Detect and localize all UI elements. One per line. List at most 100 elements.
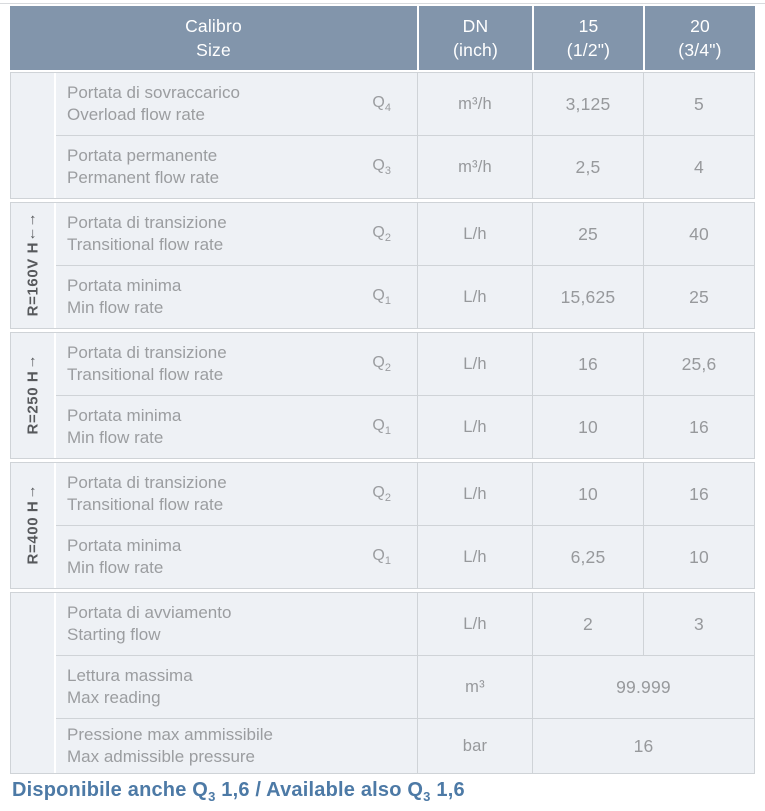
parameter-cell: Portata di transizione Transitional flow … [56,333,417,395]
parameter-cell: Portata permanente Permanent flow rate Q3 [56,136,417,198]
q-symbol: Q3 [372,156,391,178]
footnote-subscript: 3 [423,789,431,804]
q-symbol-subscript: 2 [384,492,391,505]
footnote-text: 1,6 [430,779,465,801]
section-ratio-label: R=400 H ↑ [24,483,41,564]
table-row: Pressione max ammissibile Max admissible … [56,718,754,773]
section-rows: Portata di sovraccarico Overload flow rat… [56,73,754,198]
table-section: R=160V H ↓ ↑ Portata di transizione Transiti… [10,202,755,329]
parameter-label-it: Portata di transizione [67,342,227,362]
table-row: Portata di sovraccarico Overload flow rat… [56,73,754,135]
parameter-label-it: Portata permanente [67,145,218,165]
parameter-label-it: Portata di transizione [67,472,227,492]
value-dn20-cell: 3 [643,593,754,655]
value-dn15-cell: 2 [532,593,643,655]
header-20-line1: 20 [690,15,710,36]
unit-cell: L/h [417,396,532,458]
parameter-label-en: Starting flow [67,625,161,644]
table-row: Portata di transizione Transitional flow … [56,333,754,395]
flow-rate-spec-table: Calibro Size DN (inch) 15 (1/2") 20 (3/4… [10,6,755,774]
header-15-line1: 15 [578,15,599,36]
parameter-labels: Portata di sovraccarico Overload flow rat… [67,82,240,126]
ratio-label-cell: R=160V H ↓ ↑ [11,203,56,328]
parameter-cell: Portata di transizione Transitional flow … [56,463,417,525]
parameter-labels: Portata minima Min flow rate [67,405,181,449]
header-dn-line1: DN [462,15,489,36]
ratio-label-text: R=250 H [24,370,41,434]
flow-direction-arrow-icon: ↑ [28,210,37,228]
table-header-row: Calibro Size DN (inch) 15 (1/2") 20 (3/4… [10,6,755,70]
parameter-label-it: Portata minima [67,405,182,425]
header-dn-line2: (inch) [453,40,498,60]
value-dn20-cell: 25 [643,266,754,328]
table-row: Portata minima Min flow rate Q1 L/h 6,25 10 [56,525,754,588]
unit-cell: bar [417,719,532,773]
q-symbol-subscript: 1 [384,555,391,568]
parameter-label-en: Transitional flow rate [67,365,224,384]
value-dn15-cell: 16 [532,333,643,395]
ratio-label-cell: R=250 H ↑ [11,333,56,458]
parameter-labels: Portata permanente Permanent flow rate [67,145,219,189]
parameter-cell: Pressione max ammissibile Max admissible … [56,719,417,773]
value-dn15-cell: 2,5 [532,136,643,198]
q-symbol: Q1 [372,416,391,438]
parameter-cell: Portata minima Min flow rate Q1 [56,526,417,588]
value-dn20-cell: 5 [643,73,754,135]
table-section: Portata di avviamento Starting flow L/h 2 3 L… [10,592,755,774]
unit-cell: L/h [417,333,532,395]
parameter-labels: Portata di avviamento Starting flow [67,602,231,646]
value-dn15-cell: 15,625 [532,266,643,328]
flow-direction-arrow-icon: ↑ [28,482,37,500]
table-row: Portata permanente Permanent flow rate Q3 m… [56,135,754,198]
section-ratio-label: R=160V H ↓ ↑ [24,211,41,316]
value-dn15-cell: 6,25 [532,526,643,588]
flow-direction-arrow-icon: ↑ [28,352,37,370]
table-section: R=250 H ↑ Portata di transizione Transition… [10,332,755,459]
ratio-label-text: R=160V H [24,241,41,316]
q-symbol: Q1 [372,286,391,308]
q-symbol-subscript: 4 [384,102,391,115]
footnote-text: Disponibile anche Q [12,779,209,801]
header-calibro-line2: Size [196,40,231,60]
unit-cell: m³ [417,656,532,718]
parameter-label-en: Min flow rate [67,298,164,317]
header-cell-dn: DN (inch) [417,6,532,70]
parameter-label-it: Portata di transizione [67,212,227,232]
parameter-labels: Portata di transizione Transitional flow … [67,212,227,256]
parameter-cell: Portata di transizione Transitional flow … [56,203,417,265]
unit-cell: L/h [417,526,532,588]
value-dn15-cell: 10 [532,463,643,525]
parameter-label-it: Portata minima [67,275,182,295]
table-body: Portata di sovraccarico Overload flow rat… [10,72,755,774]
value-dn20-cell: 25,6 [643,333,754,395]
q-symbol: Q2 [372,223,391,245]
value-dn15-cell: 3,125 [532,73,643,135]
parameter-cell: Portata minima Min flow rate Q1 [56,396,417,458]
section-rows: Portata di avviamento Starting flow L/h 2 3 L… [56,593,754,773]
ratio-label-text: R=400 H [24,500,41,564]
parameter-label-it: Portata di avviamento [67,602,232,622]
q-symbol: Q2 [372,353,391,375]
table-row: Portata di transizione Transitional flow … [56,203,754,265]
ratio-label-cell: R=400 H ↑ [11,463,56,588]
parameter-label-en: Transitional flow rate [67,235,224,254]
parameter-labels: Pressione max ammissibile Max admissible … [67,724,273,768]
table-row: Portata di transizione Transitional flow … [56,463,754,525]
parameter-cell: Portata di sovraccarico Overload flow rat… [56,73,417,135]
parameter-labels: Lettura massima Max reading [67,665,193,709]
top-divider [0,3,765,4]
unit-cell: m³/h [417,73,532,135]
parameter-labels: Portata minima Min flow rate [67,275,181,319]
q-symbol-subscript: 2 [384,362,391,375]
value-dn20-cell: 16 [643,463,754,525]
parameter-label-en: Max admissible pressure [67,747,256,766]
header-15-line2: (1/2") [566,40,611,60]
unit-cell: m³/h [417,136,532,198]
q-symbol-subscript: 2 [384,232,391,245]
parameter-label-en: Min flow rate [67,558,164,577]
table-section: Portata di sovraccarico Overload flow rat… [10,72,755,199]
table-row: Portata di avviamento Starting flow L/h 2 3 [56,593,754,655]
section-rows: Portata di transizione Transitional flow … [56,463,754,588]
value-dn15-cell: 25 [532,203,643,265]
value-dn20-cell: 40 [643,203,754,265]
